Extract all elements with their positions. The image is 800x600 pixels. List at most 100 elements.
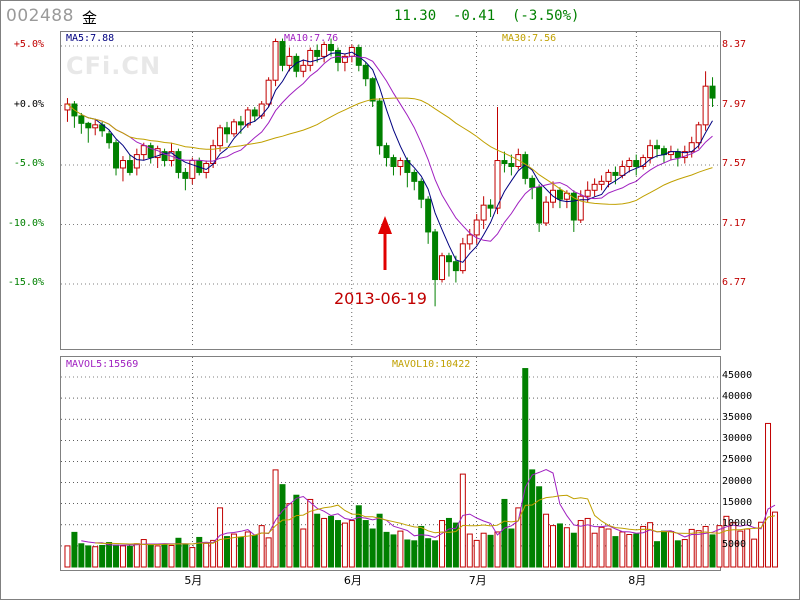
mavol5-legend: MAVOL5:15569 <box>66 359 139 370</box>
volume-bar-down <box>404 539 411 568</box>
date-annotation: 2013-06-19 <box>334 289 427 308</box>
candle-up <box>681 151 688 159</box>
left-axis-tick: +0.0% <box>13 98 44 110</box>
volume-bar-up <box>681 539 688 568</box>
volume-bar-up <box>189 547 196 568</box>
volume-axis-tick: 25000 <box>722 454 753 466</box>
volume-bar-down <box>612 536 619 568</box>
volume-bar-up <box>258 525 265 568</box>
candle-up <box>265 79 272 105</box>
volume-bar-up <box>737 530 744 568</box>
candle-up <box>230 121 237 135</box>
volume-bar-down <box>425 538 432 568</box>
volume-bar-up <box>307 498 314 568</box>
quote-text: 11.30 -0.41 (-3.50%) <box>394 8 580 24</box>
volume-bar-down <box>196 536 203 568</box>
candle-up <box>133 154 140 169</box>
candle-down <box>376 100 383 147</box>
candle-down <box>161 151 168 162</box>
candle-up <box>626 160 633 167</box>
volume-bar-up <box>515 507 522 568</box>
candle-up <box>647 145 654 159</box>
volume-bar-down <box>376 513 383 568</box>
month-label: 7月 <box>468 574 487 587</box>
candle-up <box>480 204 487 221</box>
candle-down <box>536 186 543 224</box>
candle-up <box>258 103 265 117</box>
volume-bar-down <box>452 522 459 568</box>
candle-up <box>494 160 501 209</box>
volume-bar-up <box>598 526 605 568</box>
volume-axis-tick: 35000 <box>722 412 753 424</box>
candle-down <box>445 255 452 263</box>
ma10-legend: MA10:7.76 <box>284 33 339 44</box>
volume-bar-up <box>459 473 466 568</box>
volume-bar-down <box>674 540 681 568</box>
volume-bar-up <box>210 539 217 568</box>
volume-bar-down <box>106 542 113 568</box>
candle-up <box>64 103 71 111</box>
volume-bar-up <box>286 503 293 568</box>
volume-bar-down <box>182 544 189 568</box>
right-axis-tick: 6.77 <box>722 277 747 288</box>
volume-bar-down <box>556 523 563 568</box>
volume-bar-down <box>85 545 92 568</box>
candle-up <box>140 145 147 156</box>
candle-down <box>175 151 182 173</box>
month-label: 5月 <box>184 574 203 587</box>
volume-bar-down <box>161 543 168 568</box>
volume-bar-up <box>244 531 251 568</box>
ma5-legend: MA5:7.88 <box>66 33 115 44</box>
volume-bar-up <box>626 533 633 568</box>
volume-bar-up <box>716 525 723 568</box>
volume-bar-up <box>272 469 279 568</box>
volume-axis-tick: 45000 <box>722 370 753 381</box>
volume-bar-down <box>237 536 244 568</box>
right-axis-tick: 7.57 <box>722 158 747 169</box>
candle-down <box>85 122 92 129</box>
candle-up <box>459 243 466 272</box>
volume-bar-up <box>480 532 487 568</box>
candle-down <box>383 145 390 159</box>
volume-bar-up <box>140 539 147 568</box>
ma30-line <box>67 97 713 205</box>
volume-bar-up <box>702 525 709 568</box>
candle-up <box>397 160 404 167</box>
volume-bar-down <box>529 469 536 568</box>
volume-bar-up <box>64 545 71 568</box>
volume-bar-up <box>321 517 328 568</box>
volume-bar-down <box>383 531 390 568</box>
candle-up <box>439 255 446 281</box>
volume-bar-up <box>341 522 348 568</box>
volume-bar-up <box>591 532 598 568</box>
candle-down <box>237 121 244 126</box>
candle-down <box>224 127 230 135</box>
volume-bar-down <box>487 534 494 568</box>
candle-down <box>709 85 716 99</box>
candle-up <box>605 171 612 182</box>
candle-up <box>307 49 314 66</box>
volume-bar-down <box>709 534 716 568</box>
volume-bar-up <box>154 545 161 568</box>
volume-axis-tick: 30000 <box>722 433 753 445</box>
volume-bar-down <box>390 534 397 568</box>
candle-down <box>182 171 189 179</box>
candle-down <box>425 198 432 233</box>
candle-up <box>584 189 591 197</box>
volume-axis-tick: 5000 <box>722 538 747 550</box>
candle-down <box>328 44 335 51</box>
left-axis-tick: -15.0% <box>7 277 44 288</box>
volume-bar-down <box>71 531 78 568</box>
volume-bar-up <box>494 531 501 568</box>
ma5-line <box>81 51 713 263</box>
left-axis-tick: -10.0% <box>7 217 44 229</box>
volume-bar-down <box>570 532 577 568</box>
candle-up <box>300 64 307 72</box>
left-axis-tick: -5.0% <box>13 158 44 169</box>
candle-down <box>390 157 397 167</box>
candle-down <box>432 231 439 281</box>
candle-down <box>113 142 120 169</box>
volume-bar-down <box>78 543 85 568</box>
candle-up <box>119 160 126 169</box>
